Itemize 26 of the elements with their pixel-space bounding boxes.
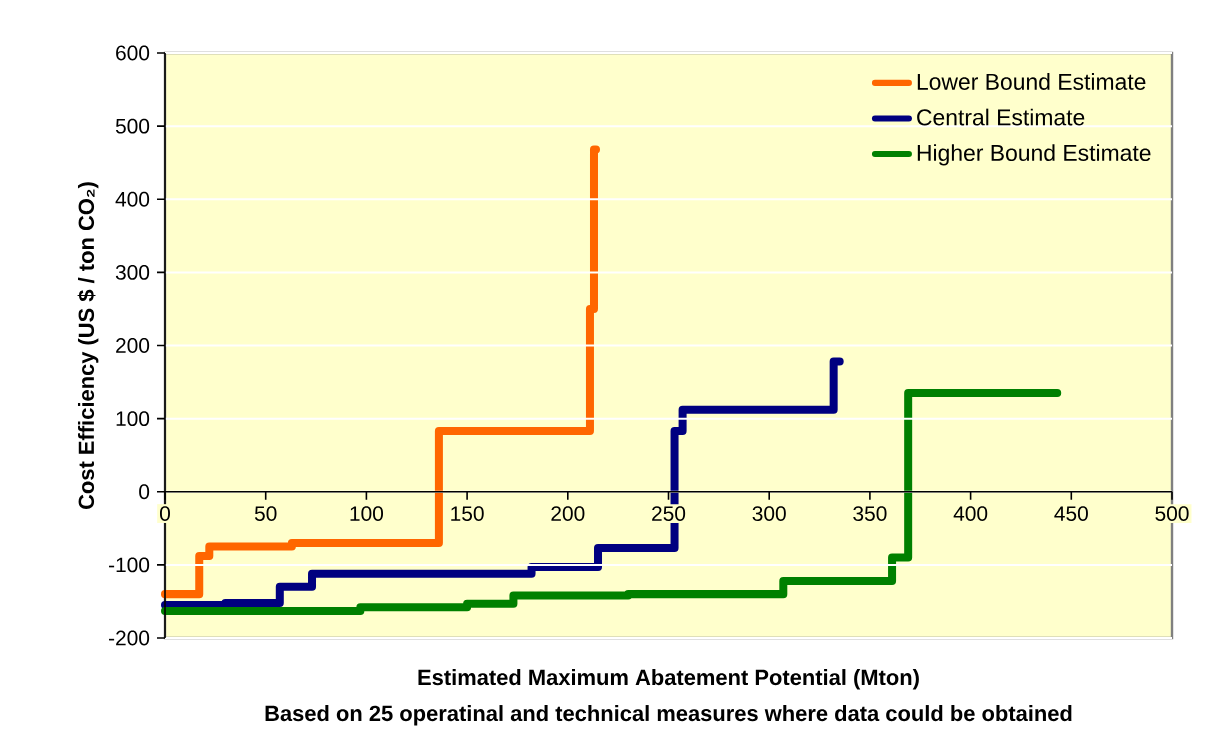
y-tick-label: -200 xyxy=(109,630,150,646)
x-tick-label: 350 xyxy=(853,506,887,521)
x-tick-label: 50 xyxy=(254,506,277,521)
y-tick-label: 100 xyxy=(116,411,150,427)
x-tick-label: 100 xyxy=(350,506,384,521)
x-tick-label: 200 xyxy=(551,506,585,521)
y-tick-label: 400 xyxy=(115,191,150,207)
x-axis-title: Estimated Maximum Abatement Potential (Mton) xyxy=(418,669,919,690)
y-tick-label: 500 xyxy=(115,118,150,134)
x-tick-label: 300 xyxy=(752,506,786,521)
legend-label: Higher Bound Estimate xyxy=(917,144,1151,166)
legend-label: Lower Bound Estimate xyxy=(917,73,1146,90)
y-tick-label: 600 xyxy=(116,45,150,61)
text: Based on 25 operatinal and technical measures where data could be obtained xyxy=(265,705,1072,726)
x-tick-label: 400 xyxy=(953,506,988,521)
y-axis-title: Cost Efficiency (US $ / ton CO₂) xyxy=(77,182,99,509)
y-tick-label: 0 xyxy=(139,484,150,500)
y-tick-label: 300 xyxy=(115,264,150,280)
x-tick-label: 250 xyxy=(652,506,686,521)
y-tick-label: 200 xyxy=(116,338,150,353)
x-tick-label: 450 xyxy=(1054,506,1088,521)
legend-label: Central Estimate xyxy=(917,108,1085,126)
x-tick-label: 150 xyxy=(451,506,484,521)
x-tick-label: 500 xyxy=(1155,506,1189,521)
x-tick-label: 0 xyxy=(159,506,170,521)
y-tick-label: -100 xyxy=(109,557,150,573)
